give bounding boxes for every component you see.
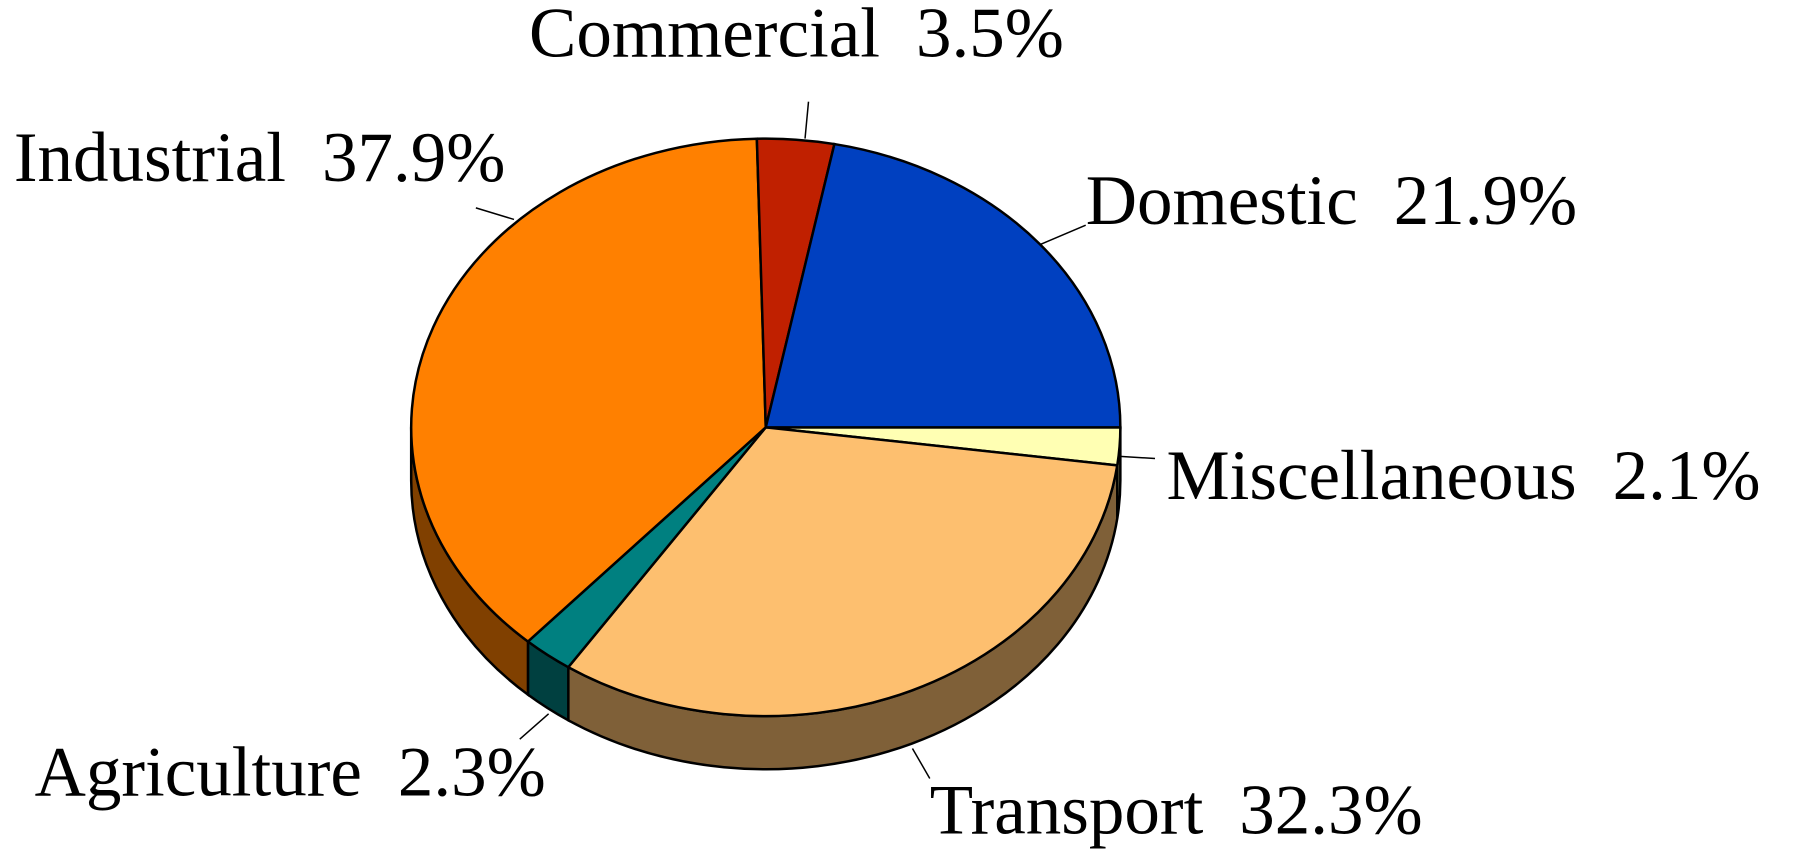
leader-line — [1039, 224, 1086, 246]
leader-line — [1117, 455, 1156, 460]
category-name: Industrial — [14, 119, 286, 197]
value-label: 3.5% — [916, 0, 1064, 73]
value-label: 2.1% — [1613, 437, 1761, 515]
value-label: 21.9% — [1394, 162, 1577, 240]
leader-line — [804, 101, 810, 139]
slice — [409, 137, 768, 644]
value-label: 32.3% — [1239, 772, 1422, 850]
leader-line — [911, 748, 931, 779]
leader-line — [519, 713, 550, 740]
value-label: 37.9% — [322, 119, 505, 197]
slice-label: Commercial 3.5% — [529, 0, 1064, 73]
slice-label: Transport 32.3% — [930, 772, 1423, 850]
leader-line — [475, 207, 515, 221]
slice-label: Domestic 21.9% — [1086, 162, 1578, 240]
slice-label: Miscellaneous 2.1% — [1167, 437, 1761, 515]
slice-label: Agriculture 2.3% — [35, 734, 546, 812]
slice-label: Industrial 37.9% — [14, 119, 506, 197]
category-name: Miscellaneous — [1167, 437, 1577, 515]
category-name: Domestic — [1086, 162, 1358, 240]
category-name: Transport — [930, 772, 1204, 850]
category-name: Commercial — [529, 0, 880, 73]
category-name: Agriculture — [35, 734, 362, 812]
value-label: 2.3% — [398, 734, 546, 812]
slice — [566, 426, 1119, 718]
